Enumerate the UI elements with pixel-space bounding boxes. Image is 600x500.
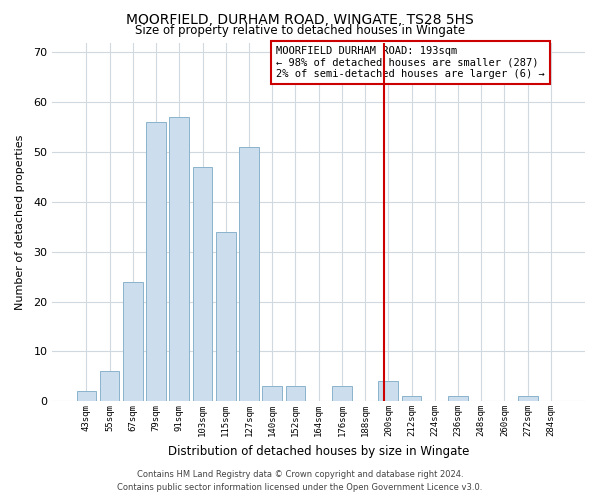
- Bar: [77, 391, 96, 401]
- Bar: [146, 122, 166, 401]
- Bar: [100, 372, 119, 401]
- Text: Contains HM Land Registry data © Crown copyright and database right 2024.
Contai: Contains HM Land Registry data © Crown c…: [118, 470, 482, 492]
- Bar: [332, 386, 352, 401]
- Text: MOORFIELD DURHAM ROAD: 193sqm
← 98% of detached houses are smaller (287)
2% of s: MOORFIELD DURHAM ROAD: 193sqm ← 98% of d…: [276, 46, 545, 80]
- Y-axis label: Number of detached properties: Number of detached properties: [15, 134, 25, 310]
- Bar: [379, 381, 398, 401]
- Bar: [286, 386, 305, 401]
- Bar: [448, 396, 468, 401]
- Bar: [216, 232, 236, 401]
- Bar: [239, 147, 259, 401]
- Bar: [518, 396, 538, 401]
- Bar: [123, 282, 143, 401]
- X-axis label: Distribution of detached houses by size in Wingate: Distribution of detached houses by size …: [168, 444, 469, 458]
- Text: MOORFIELD, DURHAM ROAD, WINGATE, TS28 5HS: MOORFIELD, DURHAM ROAD, WINGATE, TS28 5H…: [126, 12, 474, 26]
- Bar: [262, 386, 282, 401]
- Bar: [169, 117, 189, 401]
- Text: Size of property relative to detached houses in Wingate: Size of property relative to detached ho…: [135, 24, 465, 37]
- Bar: [401, 396, 421, 401]
- Bar: [193, 167, 212, 401]
